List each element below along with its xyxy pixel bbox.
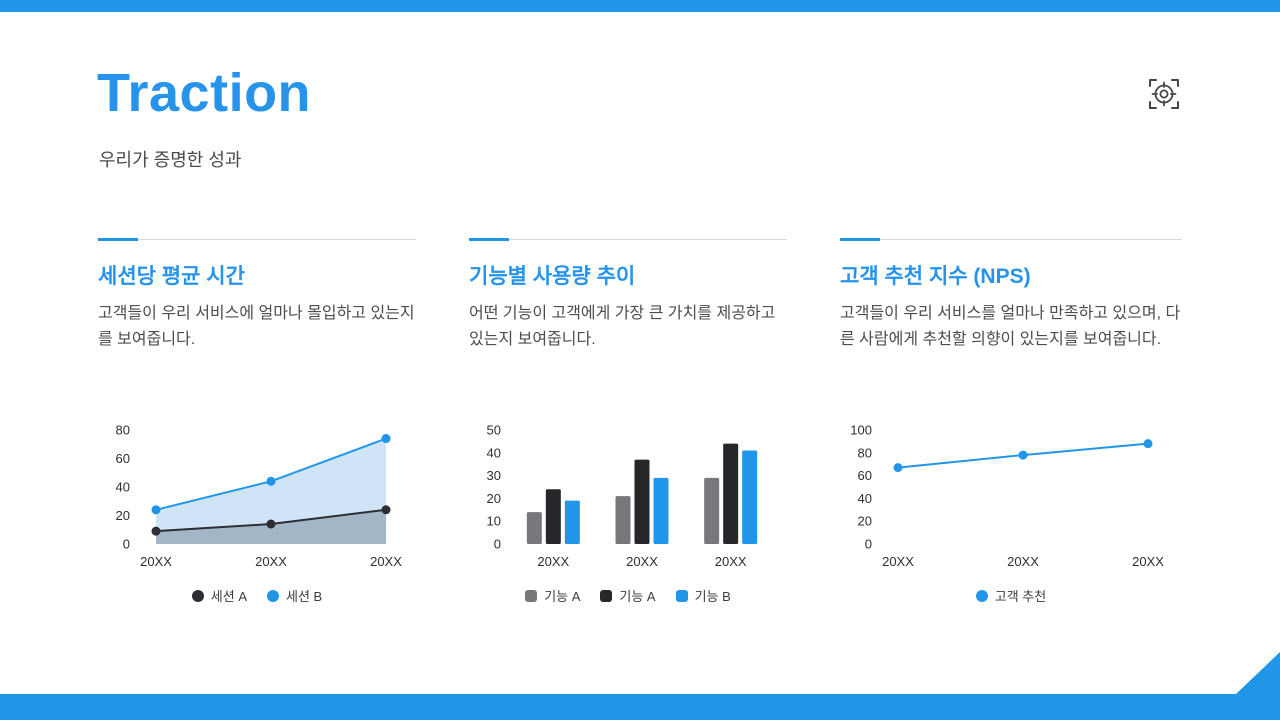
legend-item: 세션 A	[191, 586, 247, 605]
legend-marker-circle	[267, 589, 279, 602]
bottom-accent-bar	[0, 694, 1280, 720]
svg-text:100: 100	[850, 423, 872, 438]
svg-text:30: 30	[487, 468, 501, 483]
svg-text:80: 80	[858, 445, 872, 460]
legend-label: 기능 B	[694, 589, 731, 604]
svg-text:0: 0	[865, 537, 872, 552]
divider-gray-line	[469, 239, 787, 240]
svg-text:60: 60	[116, 451, 130, 466]
column-divider	[469, 238, 787, 241]
svg-text:20XX: 20XX	[370, 554, 402, 569]
svg-text:20XX: 20XX	[255, 554, 287, 569]
legend-label: 세션 B	[286, 589, 323, 604]
column-description: 어떤 기능이 고객에게 가장 큰 가치를 제공하고 있는지 보여줍니다.	[469, 305, 776, 349]
area-chart-avg-session: 0 20 40 60 80 20XX 20XX 20XX	[98, 420, 416, 574]
legend-marker-square	[675, 589, 688, 602]
line-chart-nps: 0 20 40 60 80 100 20XX 20XX 20XX	[840, 420, 1182, 574]
legend-marker-circle	[975, 589, 988, 602]
column-heading: 고객 추천 지수 (NPS)	[840, 265, 1031, 288]
legend-label: 기능 A	[544, 589, 581, 604]
svg-text:80: 80	[116, 423, 130, 438]
svg-text:0: 0	[494, 537, 501, 552]
legend-marker-circle	[191, 589, 204, 602]
svg-text:40: 40	[116, 480, 130, 495]
legend-label: 고객 추천	[994, 589, 1047, 604]
divider-gray-line	[98, 239, 416, 240]
svg-text:20XX: 20XX	[1132, 554, 1164, 569]
svg-text:20XX: 20XX	[537, 554, 569, 569]
svg-text:20XX: 20XX	[882, 554, 914, 569]
svg-text:20: 20	[116, 508, 130, 523]
legend-item: 기능 B	[675, 586, 731, 605]
divider-blue-segment	[98, 238, 138, 241]
svg-text:20: 20	[487, 491, 501, 506]
top-accent-bar	[0, 0, 1280, 12]
column-divider	[840, 238, 1182, 241]
legend-item: 기능 A	[600, 586, 656, 605]
svg-text:40: 40	[487, 445, 501, 460]
page-subtitle: 우리가 증명한 성과	[99, 150, 242, 170]
target-icon	[1145, 75, 1183, 113]
column-divider	[98, 238, 416, 241]
legend-item: 고객 추천	[975, 586, 1047, 605]
column-description: 고객들이 우리 서비스를 얼마나 만족하고 있으며, 다른 사람에게 추천할 의…	[840, 305, 1181, 349]
svg-text:50: 50	[487, 423, 501, 438]
svg-text:20XX: 20XX	[140, 554, 172, 569]
svg-text:20: 20	[858, 514, 872, 529]
legend-item: 세션 B	[267, 586, 322, 605]
column-avg-session-time: 세션당 평균 시간 고객들이 우리 서비스에 얼마나 몰입하고 있는지를 보여줍…	[98, 238, 416, 604]
page-title: Traction	[97, 63, 312, 123]
legend-label: 기능 A	[619, 589, 656, 604]
chart-legend: 기능 A 기능 A 기능 B	[469, 586, 787, 605]
legend-marker-square	[600, 589, 613, 602]
svg-text:20XX: 20XX	[626, 554, 658, 569]
legend-label: 세션 A	[210, 589, 247, 604]
chart-legend: 세션 A 세션 B	[98, 586, 416, 605]
svg-text:20XX: 20XX	[715, 554, 747, 569]
svg-text:20XX: 20XX	[1007, 554, 1039, 569]
chart-legend: 고객 추천	[840, 586, 1182, 605]
svg-text:0: 0	[123, 537, 130, 552]
corner-triangle-decoration	[1236, 652, 1280, 694]
column-heading: 세션당 평균 시간	[98, 265, 245, 288]
column-feature-usage: 기능별 사용량 추이 어떤 기능이 고객에게 가장 큰 가치를 제공하고 있는지…	[469, 238, 787, 604]
legend-item: 기능 A	[525, 586, 580, 605]
divider-blue-segment	[469, 238, 509, 241]
svg-text:40: 40	[858, 491, 872, 506]
column-nps: 고객 추천 지수 (NPS) 고객들이 우리 서비스를 얼마나 만족하고 있으며…	[840, 238, 1182, 604]
divider-gray-line	[840, 239, 1182, 240]
divider-blue-segment	[840, 238, 880, 241]
bar-chart-feature-usage: 0 10 20 30 40 50 20XX 20XX 20XX	[469, 420, 787, 574]
column-heading: 기능별 사용량 추이	[469, 265, 636, 288]
svg-text:10: 10	[487, 514, 501, 529]
column-description: 고객들이 우리 서비스에 얼마나 몰입하고 있는지를 보여줍니다.	[98, 305, 415, 349]
svg-text:60: 60	[858, 468, 872, 483]
legend-marker-square	[525, 589, 538, 602]
